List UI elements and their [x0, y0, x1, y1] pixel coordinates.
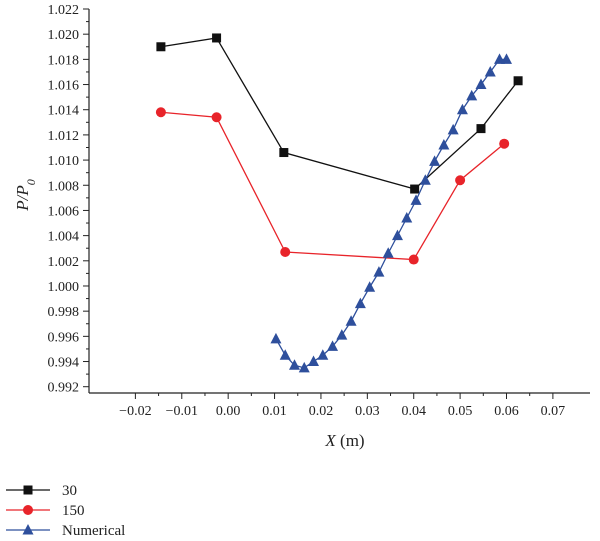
y-tick-label: 1.016 — [48, 79, 80, 94]
data-point — [354, 297, 366, 309]
data-point — [156, 42, 166, 52]
y-tick-label: 0.996 — [48, 330, 80, 345]
series-line — [160, 37, 519, 190]
legend-label: 150 — [62, 503, 85, 519]
data-point — [438, 138, 450, 150]
legend-marker — [22, 524, 34, 535]
y-tick-label: 0.992 — [48, 381, 80, 396]
data-point — [212, 33, 222, 43]
y-axis-title-sub: 0 — [24, 179, 38, 185]
y-tick-label: 1.000 — [48, 280, 80, 295]
y-tick-label: 1.004 — [48, 230, 80, 245]
legend-item: 30 — [6, 483, 77, 499]
data-point — [476, 124, 486, 134]
data-point — [501, 53, 512, 64]
x-tick-label: −0.01 — [166, 404, 198, 419]
y-tick-label: 0.994 — [48, 356, 80, 371]
data-point — [419, 174, 431, 185]
x-tick-label: 0.01 — [262, 404, 287, 419]
series-line — [160, 111, 505, 261]
series-150 — [155, 107, 510, 265]
data-point — [211, 112, 222, 123]
y-ticks: 0.992 0.994 0.996 0.998 1.000 1.002 1.004 1.006… — [48, 3, 89, 396]
data-point — [317, 349, 329, 360]
data-point — [447, 123, 459, 135]
data-point — [466, 89, 478, 101]
data-point — [410, 194, 422, 205]
data-point — [327, 340, 339, 351]
data-point — [494, 53, 506, 64]
data-point — [456, 103, 468, 115]
legend-label: Numerical — [62, 523, 125, 539]
data-point — [382, 247, 394, 258]
legend-item: Numerical — [6, 523, 125, 539]
data-point — [513, 76, 523, 86]
y-axis-title-main: P/P — [13, 185, 32, 212]
legend-marker — [23, 485, 33, 495]
x-tick-label: 0.02 — [309, 404, 334, 419]
x-axis-title: X (m) — [324, 431, 364, 450]
data-point — [410, 184, 420, 194]
y-tick-label: 0.998 — [48, 305, 80, 320]
y-tick-label: 1.008 — [48, 179, 80, 194]
series-numerical — [270, 53, 512, 373]
x-tick-label: 0.04 — [401, 404, 426, 419]
legend-label: 30 — [62, 483, 77, 499]
data-point — [401, 211, 413, 223]
x-ticks: −0.02 −0.01 0.00 0.01 0.02 0.03 0.04 0.05 0.06 0.… — [119, 393, 565, 419]
data-point — [364, 281, 376, 292]
data-point — [373, 266, 385, 277]
y-axis-title: P/P0 — [13, 179, 38, 212]
legend-marker — [23, 505, 33, 515]
y-tick-label: 1.006 — [48, 204, 80, 219]
x-tick-label: 0.00 — [216, 404, 241, 419]
legend-item: 150 — [6, 503, 85, 519]
series-line — [275, 58, 507, 369]
data-point — [455, 175, 466, 186]
x-tick-label: 0.06 — [494, 404, 519, 419]
series-30 — [156, 33, 523, 194]
data-point — [336, 329, 348, 340]
data-point — [155, 107, 166, 118]
x-tick-label: 0.03 — [355, 404, 380, 419]
data-point — [499, 138, 510, 149]
data-point — [308, 355, 320, 367]
y-tick-label: 1.012 — [48, 129, 80, 144]
data-point — [298, 361, 310, 373]
series-layer — [155, 33, 523, 373]
data-point — [475, 78, 487, 90]
y-tick-label: 1.014 — [48, 104, 80, 119]
data-point — [280, 246, 291, 257]
y-tick-label: 1.002 — [48, 255, 80, 270]
x-tick-label: 0.07 — [541, 404, 566, 419]
x-tick-label: 0.05 — [448, 404, 473, 419]
y-tick-label: 1.022 — [48, 3, 80, 18]
y-tick-label: 1.010 — [48, 154, 80, 169]
data-point — [484, 65, 496, 77]
legend: 30 150 Numerical — [6, 483, 125, 539]
y-tick-label: 1.020 — [48, 28, 80, 43]
data-point — [391, 229, 403, 241]
data-point — [270, 332, 282, 344]
data-point — [408, 254, 419, 265]
x-tick-label: −0.02 — [119, 404, 151, 419]
data-point — [279, 148, 289, 158]
data-point — [289, 359, 301, 370]
data-point — [429, 155, 441, 166]
y-tick-label: 1.018 — [48, 53, 80, 68]
data-point — [345, 315, 357, 326]
data-point — [279, 349, 291, 360]
